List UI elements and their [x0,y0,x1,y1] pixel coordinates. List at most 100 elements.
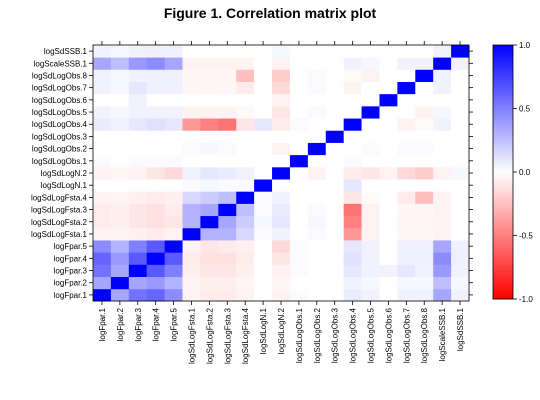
heatmap-cell [93,93,112,107]
y-tick-label: logSdLogObs.2 [32,145,88,154]
y-tick-label: logSdLogObs.4 [32,120,88,129]
heatmap-cell [200,57,219,70]
heatmap-cell [307,142,327,156]
heatmap-cell [343,105,362,119]
colorbar-segment [493,146,513,150]
heatmap-cell [218,57,237,70]
heatmap-cell [218,215,237,229]
heatmap-cell [182,118,201,131]
heatmap-cell [146,203,166,217]
heatmap-cell [325,45,345,58]
heatmap-cell [433,81,452,95]
heatmap-cell [182,203,201,217]
heatmap-cell [200,69,219,82]
heatmap-cell [272,264,291,278]
heatmap-cell [361,166,380,180]
x-tick-label: logFpar.5 [170,307,179,341]
colorbar-segment [493,255,513,259]
heatmap-cell [361,130,380,143]
y-tick-label: logSdLogN.1 [41,181,88,190]
heatmap-cell [164,203,183,217]
heatmap-cell [272,142,291,156]
heatmap-cell [164,118,183,131]
heatmap-cell [93,130,112,143]
heatmap-cell [451,130,470,143]
heatmap-cell [289,252,309,265]
heatmap-cell [272,154,291,168]
heatmap-cell [146,252,166,265]
heatmap-cell [146,130,166,143]
colorbar-segment [493,179,513,183]
heatmap-cell [272,105,291,119]
heatmap-cell [164,154,183,168]
colorbar-segment [493,108,513,112]
heatmap-cell [93,142,112,156]
heatmap-cell [397,118,416,131]
colorbar-tick-label: 1.0 [519,41,531,50]
heatmap-cell [236,252,255,265]
heatmap-cell [361,57,380,70]
heatmap-cell [110,203,130,217]
heatmap-cell [164,105,183,119]
heatmap-cell [128,215,148,229]
heatmap-cell [343,227,362,241]
colorbar-segment [493,159,513,163]
heatmap-cell [93,227,112,241]
heatmap-cell [415,191,434,204]
colorbar-segment [493,50,513,54]
heatmap-cell [307,130,327,143]
colorbar-segment [493,72,513,76]
colorbar-segment [493,260,513,264]
heatmap-cell [415,276,434,290]
heatmap-cell [433,142,452,156]
colorbar-segment [493,276,513,280]
heatmap-cell [218,166,237,180]
x-tick-label: logSdLogN.1 [259,307,268,354]
heatmap-cell [289,166,309,180]
heatmap-cell [93,154,112,168]
heatmap-cell [397,179,416,192]
heatmap-cell [146,179,166,192]
heatmap-cell [182,57,201,70]
colorbar-segment [493,189,513,193]
heatmap-cell [379,240,398,253]
heatmap-cell [343,252,362,265]
heatmap-cell [200,203,219,217]
heatmap-cell [236,57,255,70]
y-tick-label: logFpar.1 [54,291,88,300]
heatmap-cell [218,179,237,192]
heatmap-cell [218,288,237,302]
colorbar-segment [493,166,513,170]
colorbar-segment [493,288,513,292]
heatmap-cell [433,288,452,302]
heatmap-cell [272,276,291,290]
heatmap-cell [433,105,452,119]
heatmap-cell [325,154,345,168]
heatmap-cell [93,118,112,131]
heatmap-cell [325,240,345,253]
heatmap-cell [415,81,434,95]
colorbar-segment [493,65,513,69]
heatmap-cell [128,93,148,107]
heatmap-cell [397,45,416,58]
colorbar-segment [493,296,513,300]
heatmap-cell [451,154,470,168]
heatmap-cell [343,179,362,192]
heatmap-cell [182,288,201,302]
colorbar-segment [493,220,513,224]
heatmap-cell [307,57,327,70]
heatmap-cell [397,240,416,253]
heatmap-cell [146,142,166,156]
heatmap-cell [110,130,130,143]
colorbar-segment [493,197,513,201]
colorbar-segment [493,172,513,175]
y-tick-label: logSdLogObs.1 [32,157,88,166]
heatmap-cell [415,215,434,229]
heatmap-cell [451,57,470,70]
heatmap-cell [379,45,398,58]
heatmap-cell [379,264,398,278]
heatmap-cell [361,203,380,217]
heatmap-cell [182,227,201,241]
heatmap-cell [451,191,470,204]
colorbar-segment [493,215,513,219]
